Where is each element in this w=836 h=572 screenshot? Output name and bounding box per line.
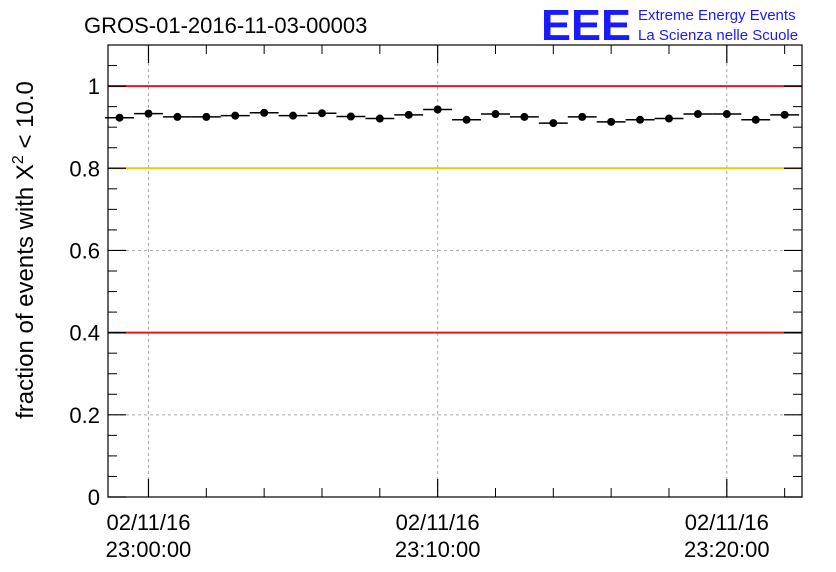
data-point (780, 110, 789, 119)
y-tick-label: 0.8 (69, 156, 100, 181)
eee-logo-line1: Extreme Energy Events (638, 7, 796, 24)
chart-title: GROS-01-2016-11-03-00003 (84, 13, 367, 38)
data-point (231, 111, 240, 120)
data-point (462, 115, 471, 124)
y-axis-label-superscript: 2 (10, 155, 27, 164)
data-point (289, 111, 298, 120)
data-point (433, 105, 442, 114)
x-tick-label-date: 02/11/16 (396, 510, 480, 535)
data-point (693, 110, 702, 119)
y-axis-label-prefix: fraction of events with (12, 180, 39, 419)
data-point (664, 114, 673, 123)
data-point (202, 112, 211, 121)
data-point (346, 112, 355, 121)
y-tick-label: 0.6 (69, 238, 100, 263)
data-point (636, 115, 645, 124)
data-point (260, 108, 269, 117)
x-tick-label-time: 23:10:00 (395, 537, 481, 562)
y-tick-label: 0 (88, 485, 100, 510)
y-axis-label-symbol: X (12, 164, 39, 180)
y-tick-label: 0.4 (69, 321, 100, 346)
y-tick-label: 1 (88, 74, 100, 99)
data-point (404, 110, 413, 119)
x-tick-label-time: 23:00:00 (106, 537, 192, 562)
reference-lines (108, 85, 802, 334)
data-point (751, 115, 760, 124)
data-point (607, 117, 616, 126)
data-point (375, 114, 384, 123)
x-tick-label-time: 23:20:00 (684, 537, 770, 562)
eee-logo: EEE Extreme Energy Events La Scienza nel… (541, 1, 798, 50)
x-tick-label-date: 02/11/16 (685, 510, 769, 535)
y-axis-label-suffix: < 10.0 (12, 81, 39, 155)
y-axis-label: fraction of events with X2 < 10.0 (10, 81, 39, 419)
data-point (549, 119, 558, 128)
eee-logo-mark: EEE (541, 1, 631, 50)
data-point (578, 112, 587, 121)
tick-labels: 00.20.40.60.8102/11/1623:00:0002/11/1623… (69, 74, 769, 562)
y-tick-label: 0.2 (69, 403, 100, 428)
x-tick-label-date: 02/11/16 (106, 510, 190, 535)
eee-logo-line2: La Scienza nelle Scuole (638, 27, 798, 44)
data-point (317, 109, 326, 118)
data-point (173, 112, 182, 121)
axis-ticks (108, 45, 802, 498)
data-point (722, 110, 731, 119)
data-point (115, 113, 124, 122)
data-point (520, 112, 529, 121)
data-points (105, 105, 800, 128)
data-point (491, 110, 500, 119)
data-point (144, 109, 153, 118)
